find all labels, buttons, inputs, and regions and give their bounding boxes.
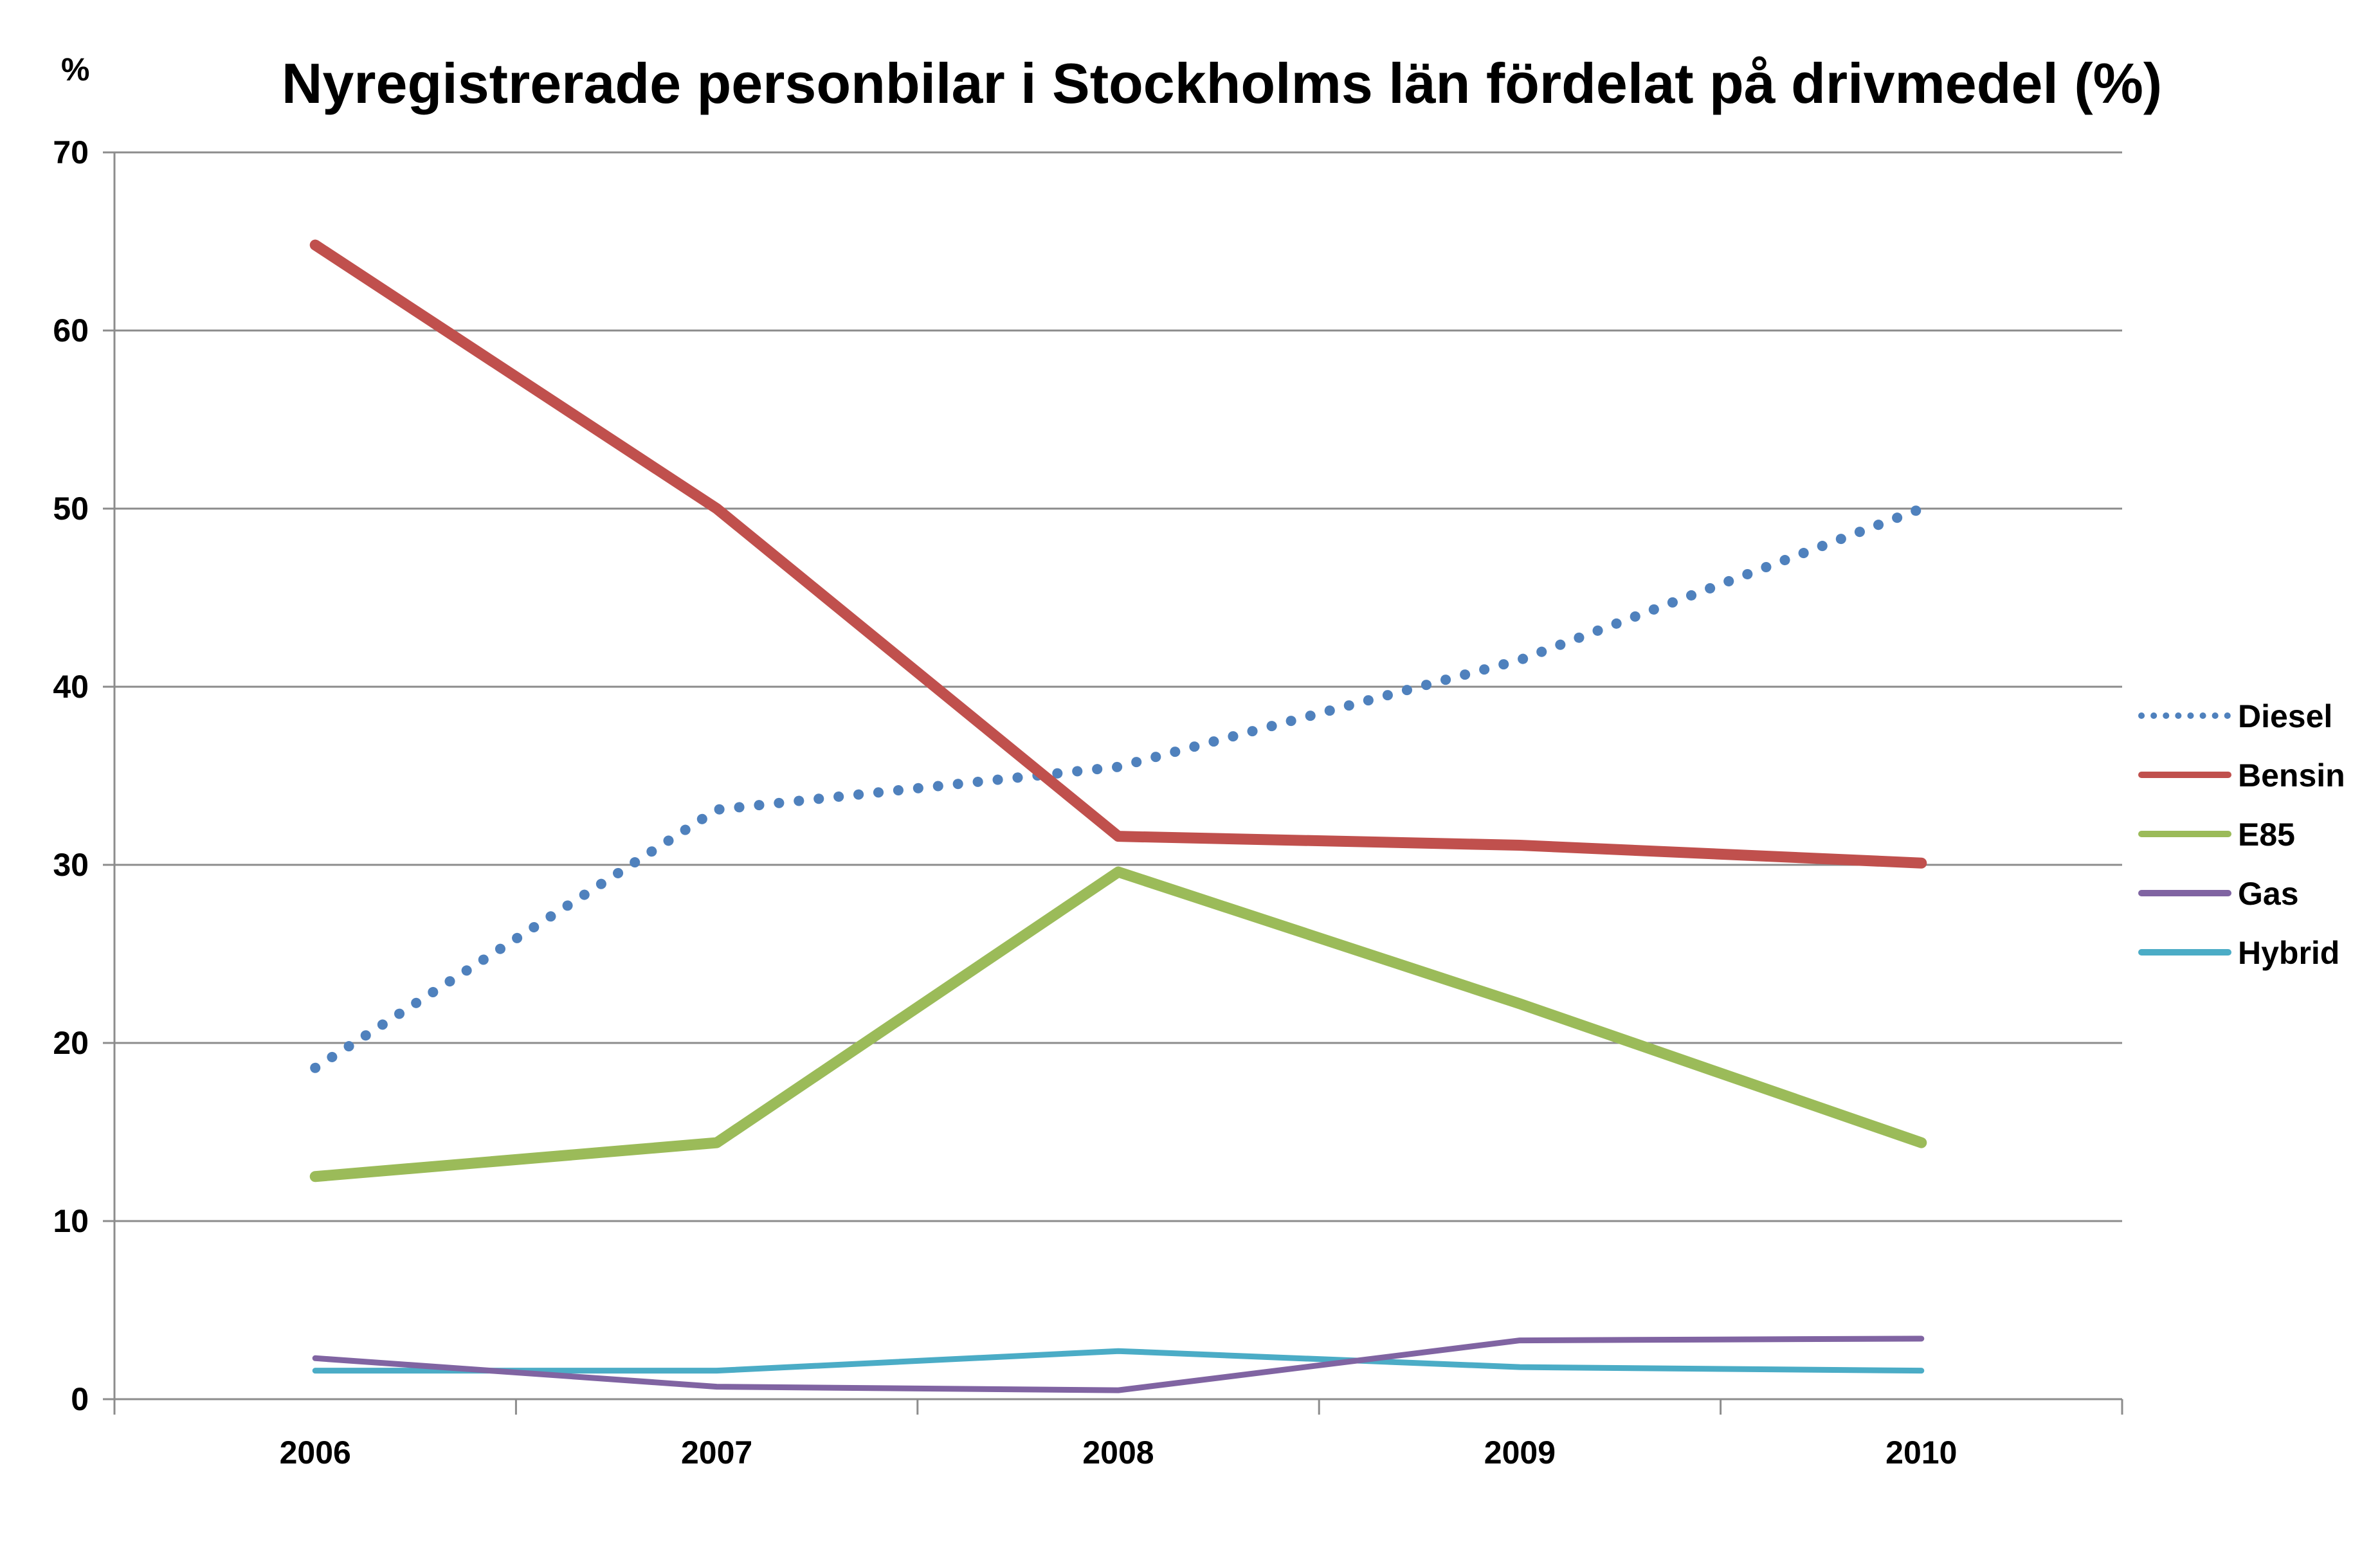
y-tick-label: 0 xyxy=(71,1381,89,1417)
gridlines xyxy=(103,151,2123,1415)
x-tick-label: 2006 xyxy=(280,1435,351,1471)
y-tick-label: 70 xyxy=(53,134,89,170)
x-tick-label: 2009 xyxy=(1484,1435,1556,1471)
y-tick-label: 50 xyxy=(53,491,89,527)
series-line-diesel xyxy=(310,503,1927,1073)
x-tick-labels: 2006 2007 2008 2009 2010 xyxy=(280,1435,1958,1471)
y-tick-label: 20 xyxy=(53,1025,89,1061)
y-tick-labels: 0 10 20 30 40 50 60 70 xyxy=(53,134,89,1417)
series-line-e85 xyxy=(309,866,1927,1182)
series-line-gas xyxy=(312,1336,1925,1393)
x-tick-label: 2010 xyxy=(1885,1435,1957,1471)
series-line-hybrid xyxy=(312,1348,1925,1374)
legend-label-e85: E85 xyxy=(2238,817,2295,853)
chart-title: Nyregistrerade personbilar i Stockholms … xyxy=(282,51,2162,115)
legend-label-hybrid: Hybrid xyxy=(2238,935,2339,971)
series-lines xyxy=(309,239,1927,1393)
y-tick-label: 30 xyxy=(53,847,89,883)
series-line-bensin xyxy=(309,239,1927,869)
y-tick-label: 60 xyxy=(53,312,89,349)
y-tick-label: 40 xyxy=(53,669,89,705)
legend-label-bensin: Bensin xyxy=(2238,757,2345,793)
x-tick-label: 2007 xyxy=(681,1435,752,1471)
x-tick-label: 2008 xyxy=(1082,1435,1154,1471)
legend-label-gas: Gas xyxy=(2238,876,2299,912)
axes xyxy=(113,152,2122,1400)
y-axis-label: % xyxy=(61,51,89,87)
y-tick-label: 10 xyxy=(53,1203,89,1239)
legend-label-diesel: Diesel xyxy=(2238,698,2332,734)
legend: Diesel Bensin E85 Gas Hybrid xyxy=(2138,698,2345,971)
